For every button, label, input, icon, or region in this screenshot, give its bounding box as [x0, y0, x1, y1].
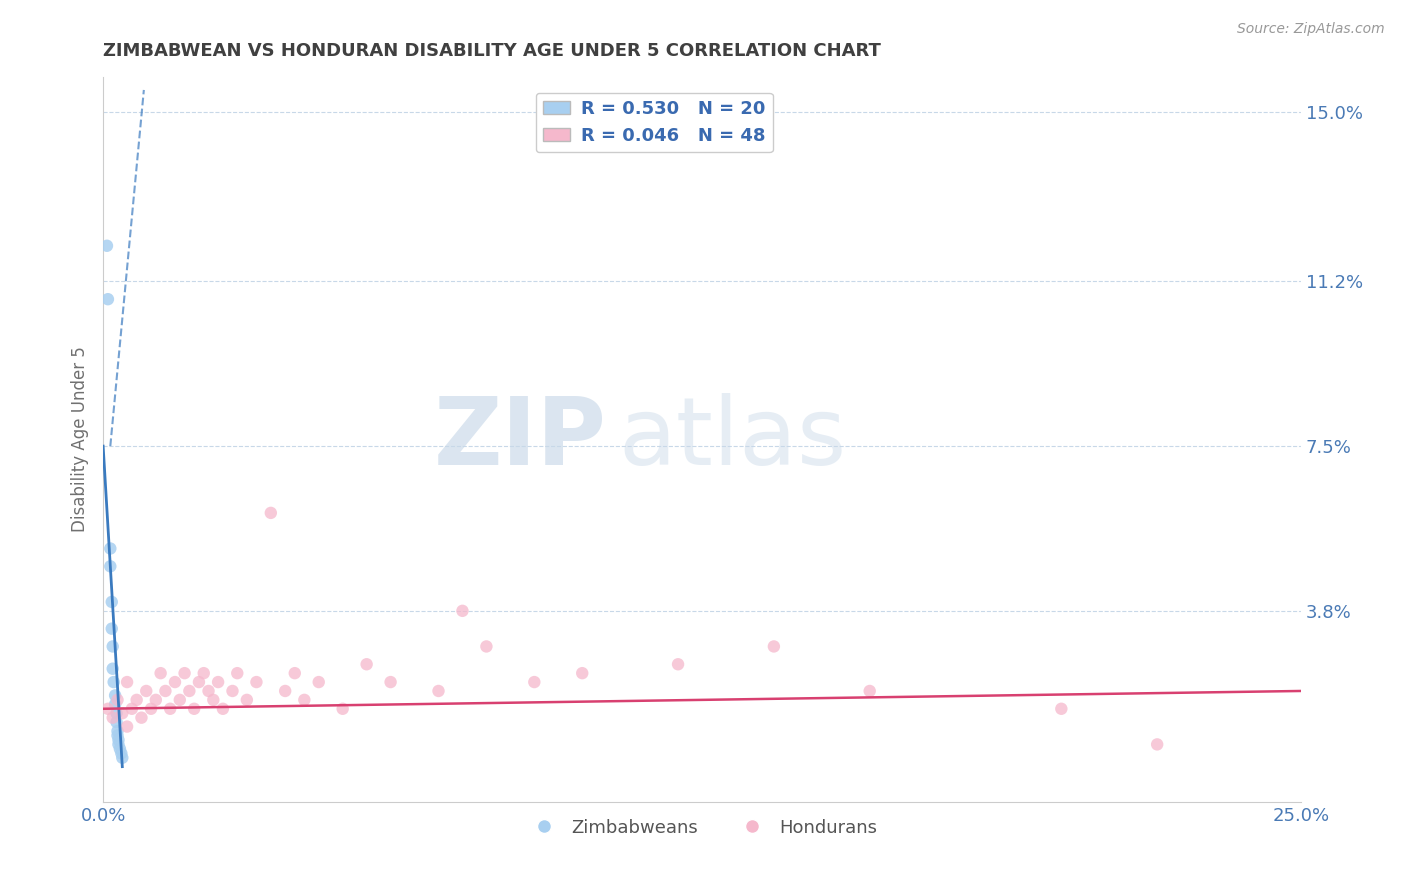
Point	[100, 622, 122, 636]
Point	[97, 702, 120, 716]
Point	[107, 693, 129, 707]
Point	[100, 595, 122, 609]
Point	[859, 684, 882, 698]
Point	[169, 693, 191, 707]
Point	[115, 720, 138, 734]
Point	[135, 684, 157, 698]
Point	[183, 702, 205, 716]
Legend: Zimbabweans, Hondurans: Zimbabweans, Hondurans	[519, 812, 884, 844]
Point	[571, 666, 593, 681]
Point	[105, 706, 128, 721]
Point	[188, 675, 211, 690]
Point	[107, 729, 129, 743]
Point	[236, 693, 259, 707]
Point	[226, 666, 249, 681]
Point	[762, 640, 785, 654]
Point	[292, 693, 315, 707]
Point	[149, 666, 172, 681]
Point	[131, 711, 153, 725]
Point	[523, 675, 546, 690]
Point	[163, 675, 186, 690]
Point	[110, 747, 132, 761]
Point	[101, 711, 124, 725]
Point	[193, 666, 215, 681]
Point	[155, 684, 177, 698]
Point	[104, 689, 127, 703]
Point	[98, 541, 121, 556]
Text: Source: ZipAtlas.com: Source: ZipAtlas.com	[1237, 22, 1385, 37]
Point	[145, 693, 167, 707]
Point	[111, 706, 134, 721]
Point	[475, 640, 498, 654]
Point	[121, 702, 143, 716]
Point	[173, 666, 195, 681]
Point	[274, 684, 297, 698]
Point	[125, 693, 148, 707]
Point	[107, 724, 129, 739]
Point	[356, 657, 378, 672]
Point	[139, 702, 162, 716]
Point	[96, 239, 118, 253]
Point	[1146, 738, 1168, 752]
Point	[159, 702, 181, 716]
Point	[260, 506, 283, 520]
Point	[179, 684, 201, 698]
Point	[97, 292, 120, 306]
Point	[104, 698, 127, 712]
Point	[101, 662, 124, 676]
Point	[98, 559, 121, 574]
Point	[105, 715, 128, 730]
Point	[451, 604, 474, 618]
Text: ZIMBABWEAN VS HONDURAN DISABILITY AGE UNDER 5 CORRELATION CHART: ZIMBABWEAN VS HONDURAN DISABILITY AGE UN…	[103, 42, 882, 60]
Point	[101, 640, 124, 654]
Point	[115, 675, 138, 690]
Text: atlas: atlas	[619, 393, 846, 485]
Point	[103, 675, 125, 690]
Point	[332, 702, 354, 716]
Point	[308, 675, 330, 690]
Point	[111, 750, 134, 764]
Point	[427, 684, 450, 698]
Point	[380, 675, 402, 690]
Point	[108, 742, 131, 756]
Point	[212, 702, 235, 716]
Point	[107, 733, 129, 747]
Point	[245, 675, 267, 690]
Point	[221, 684, 243, 698]
Y-axis label: Disability Age Under 5: Disability Age Under 5	[72, 346, 89, 533]
Point	[284, 666, 307, 681]
Point	[1050, 702, 1073, 716]
Point	[107, 738, 129, 752]
Point	[666, 657, 689, 672]
Text: ZIP: ZIP	[433, 393, 606, 485]
Point	[207, 675, 229, 690]
Point	[197, 684, 219, 698]
Point	[202, 693, 225, 707]
